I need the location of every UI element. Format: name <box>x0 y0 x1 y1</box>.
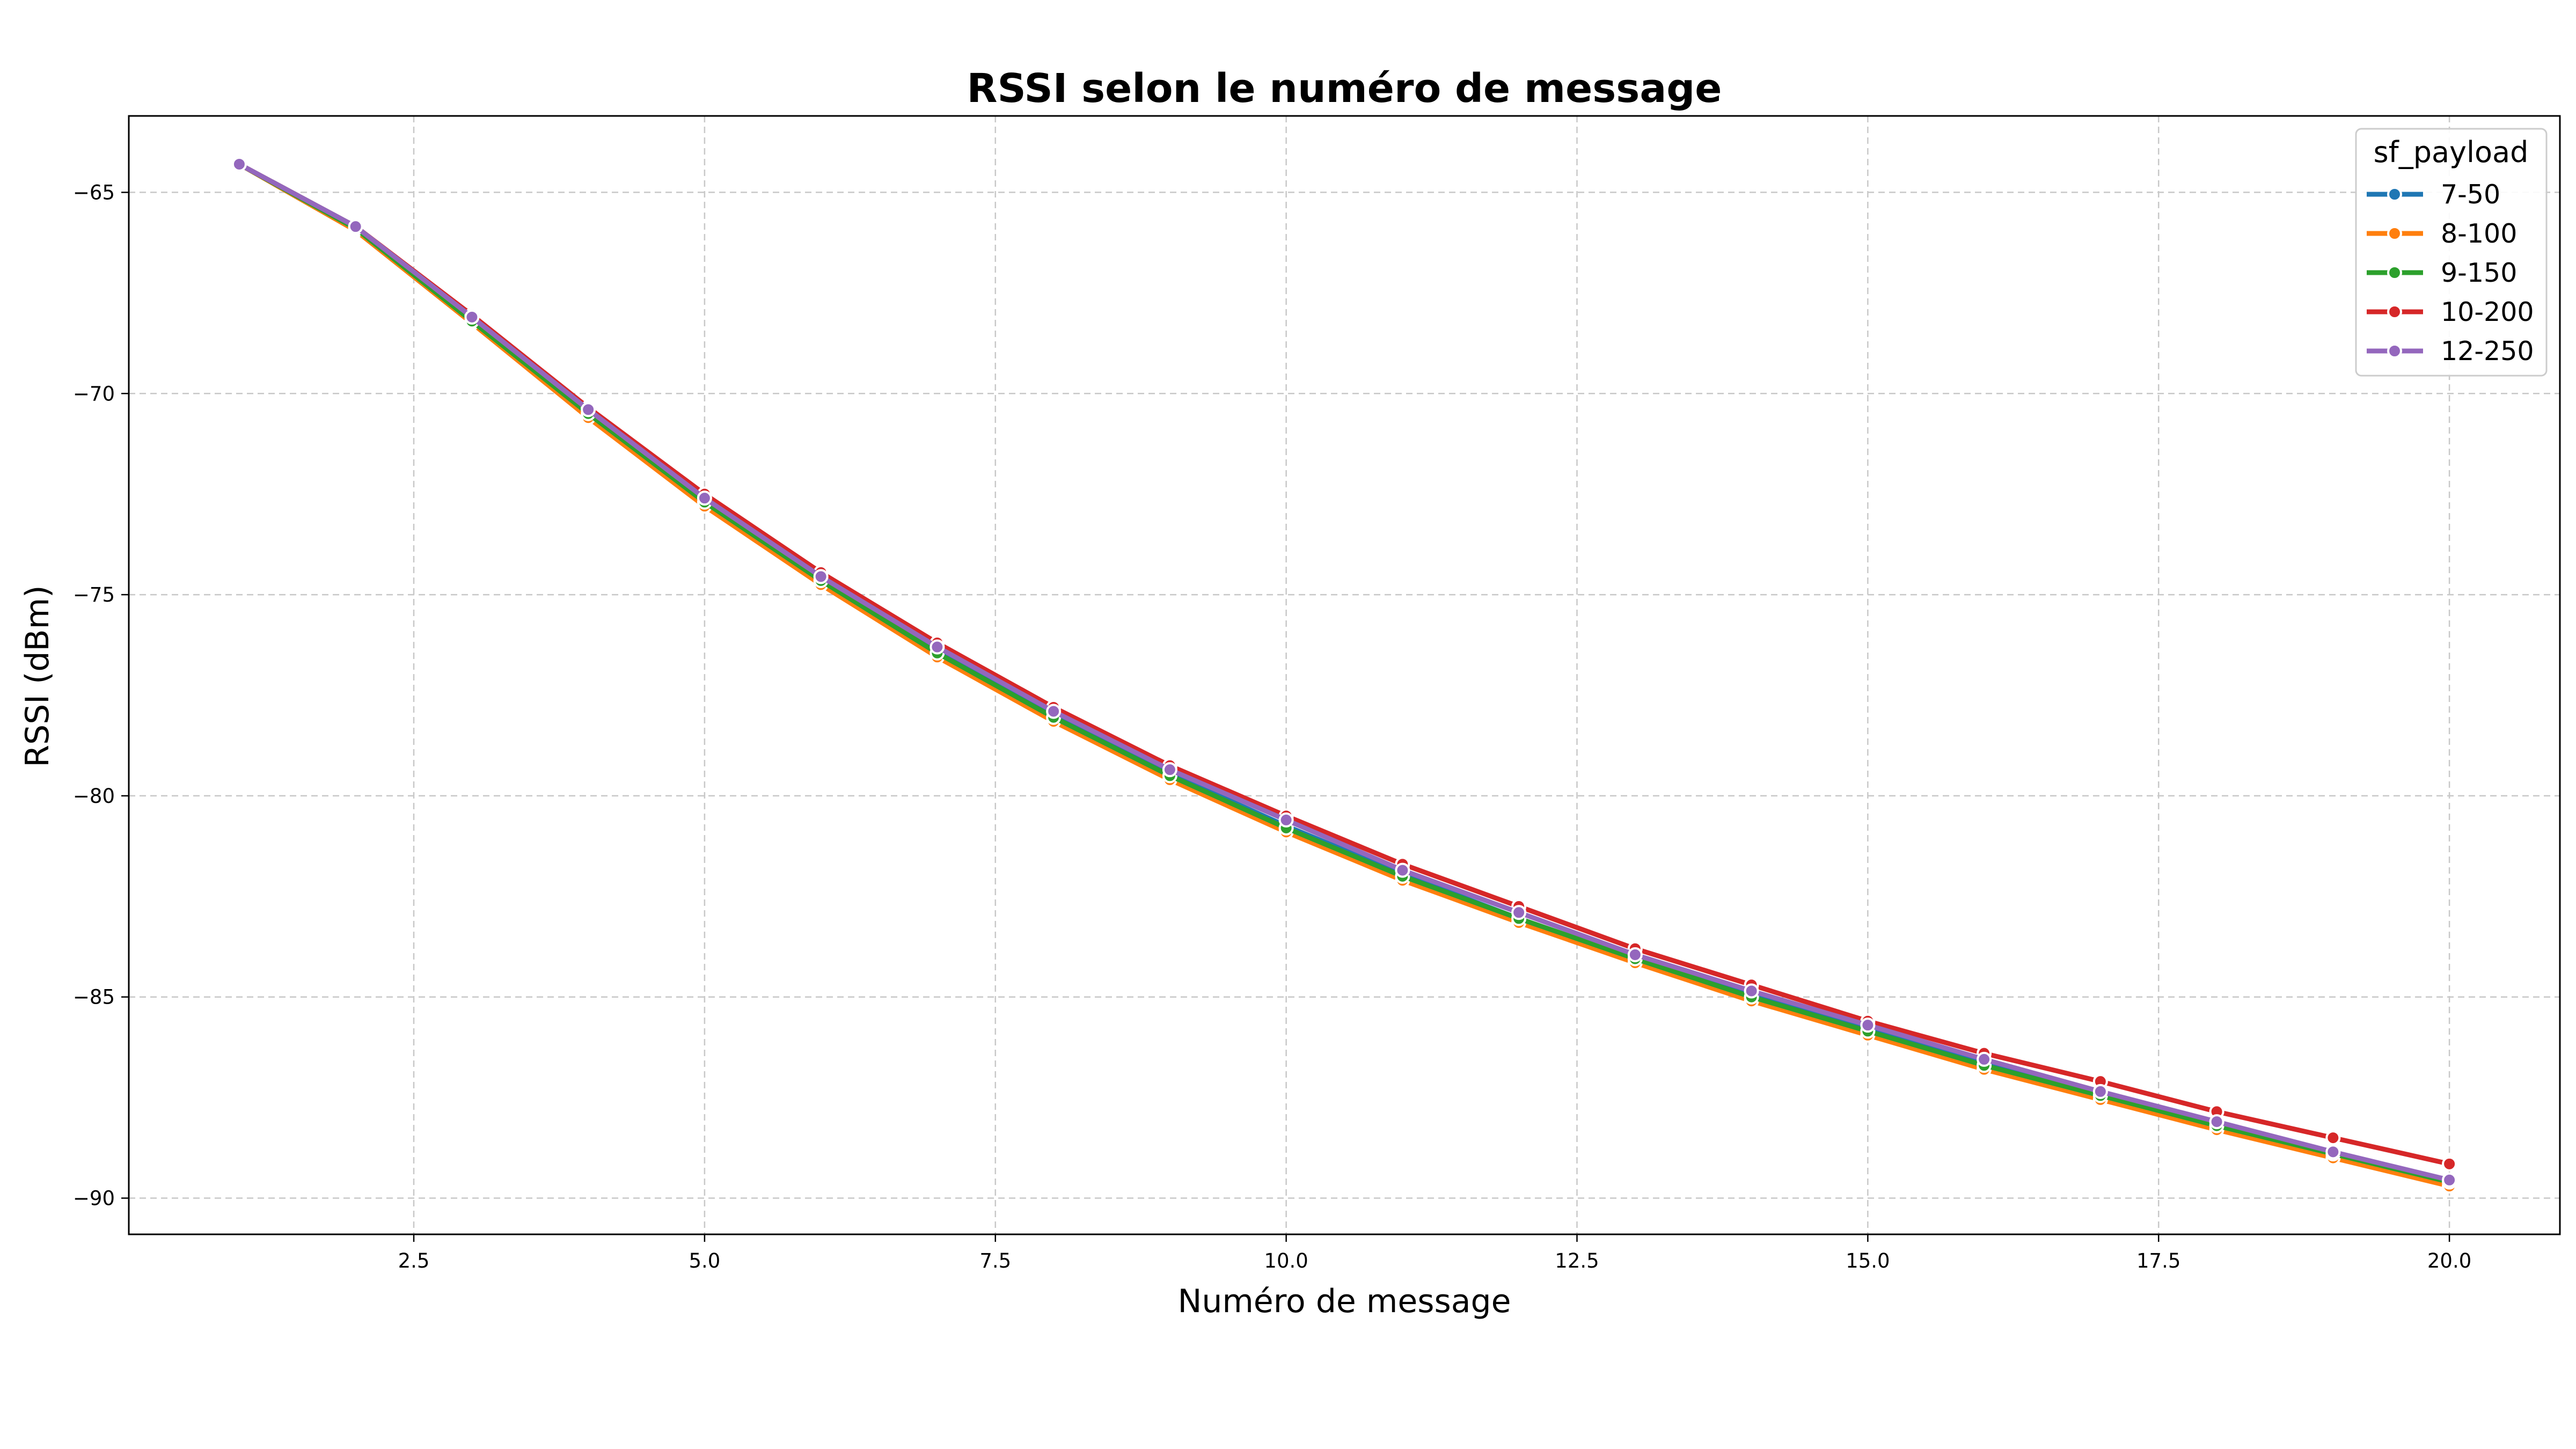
data-point <box>1278 812 1294 828</box>
x-tick-label: 17.5 <box>2136 1249 2180 1272</box>
series-line <box>237 162 2452 1183</box>
y-tick-label: −90 <box>73 1187 115 1210</box>
y-tick-label: −65 <box>73 181 115 204</box>
data-point <box>697 491 712 506</box>
chart-title: RSSI selon le numéro de message <box>967 65 1722 112</box>
x-axis: 2.5 5.0 7.5 10.0 12.5 15.0 17.5 20.0 <box>398 1234 2471 1272</box>
x-tick-label: 2.5 <box>398 1249 430 1272</box>
legend-entry: 9-150 <box>2367 258 2517 288</box>
legend: sf_payload 7-50 8-100 9-150 10-200 12-250 <box>2355 128 2548 377</box>
legend-entry: 12-250 <box>2367 336 2534 367</box>
data-point <box>813 569 829 584</box>
y-tick-label: −85 <box>73 986 115 1009</box>
data-point <box>1511 905 1527 920</box>
legend-marker-swatch <box>2387 304 2402 319</box>
data-point <box>231 156 247 172</box>
series-line <box>237 162 2452 1183</box>
legend-marker-swatch <box>2387 226 2402 241</box>
data-point <box>348 219 363 235</box>
data-point <box>1395 862 1410 878</box>
legend-entry: 7-50 <box>2367 179 2500 210</box>
data-point <box>2325 1144 2341 1160</box>
legend-entry: 8-100 <box>2367 218 2517 249</box>
data-point <box>2325 1130 2341 1146</box>
x-tick-label: 20.0 <box>2427 1249 2471 1272</box>
legend-title: sf_payload <box>2374 135 2529 169</box>
legend-label: 10-200 <box>2441 297 2534 327</box>
y-tick-label: −70 <box>73 382 115 405</box>
data-point <box>1162 762 1177 778</box>
legend-entries: 7-50 8-100 9-150 10-200 12-250 <box>2367 179 2534 367</box>
y-tick-label: −75 <box>73 583 115 606</box>
series-line <box>237 162 2452 1167</box>
series-9-150 <box>231 156 2457 1190</box>
data-point <box>1627 947 1643 962</box>
legend-marker-swatch <box>2387 265 2402 280</box>
x-tick-label: 15.0 <box>1846 1249 1890 1272</box>
legend-entry: 10-200 <box>2367 297 2534 327</box>
series-layer <box>231 156 2457 1194</box>
legend-marker-swatch <box>2387 343 2402 358</box>
legend-marker-swatch <box>2387 187 2402 202</box>
x-tick-label: 12.5 <box>1555 1249 1599 1272</box>
x-tick-label: 7.5 <box>979 1249 1011 1272</box>
series-8-100 <box>231 156 2457 1194</box>
series-line <box>237 162 2452 1184</box>
data-point <box>2209 1114 2224 1130</box>
grid-lines <box>129 116 2560 1234</box>
series-line <box>237 162 2452 1189</box>
legend-label: 8-100 <box>2441 218 2517 249</box>
plot-area-frame <box>128 115 2561 1235</box>
legend-label: 9-150 <box>2441 258 2517 288</box>
data-point <box>581 402 596 418</box>
data-point <box>2092 1084 2108 1099</box>
legend-label: 12-250 <box>2441 336 2534 367</box>
data-point <box>464 309 480 325</box>
legend-label: 7-50 <box>2441 179 2500 210</box>
x-tick-label: 5.0 <box>689 1249 720 1272</box>
series-12-250 <box>231 156 2457 1188</box>
x-axis-label: Numéro de message <box>1177 1283 1511 1320</box>
data-point <box>1977 1051 1992 1067</box>
data-point <box>2442 1156 2457 1172</box>
x-tick-label: 10.0 <box>1264 1249 1308 1272</box>
data-point <box>1046 704 1062 719</box>
y-axis: −65 −70 −75 −80 −85 −90 <box>73 181 129 1210</box>
data-point <box>930 639 945 655</box>
series-10-200 <box>231 156 2457 1172</box>
series-7-50 <box>231 156 2457 1188</box>
y-axis-label: RSSI (dBm) <box>19 585 56 767</box>
data-point <box>2442 1172 2457 1188</box>
data-point <box>1860 1018 1876 1033</box>
y-tick-label: −80 <box>73 785 115 808</box>
data-point <box>1744 983 1759 999</box>
